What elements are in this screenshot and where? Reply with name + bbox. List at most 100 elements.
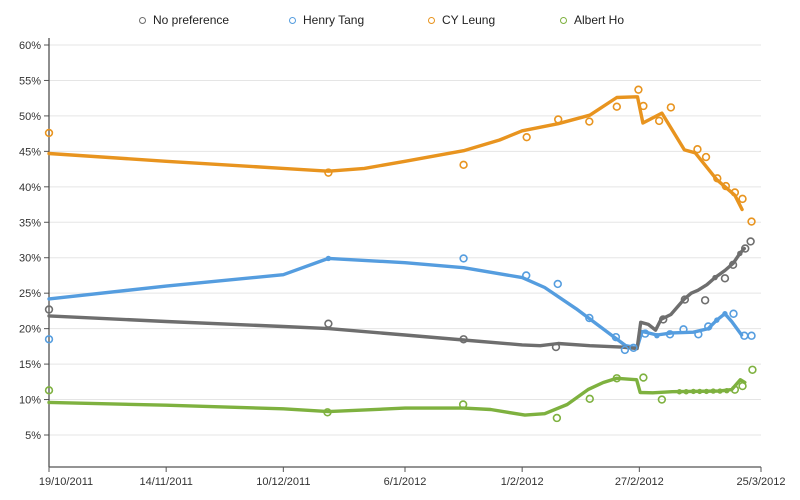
y-axis-label: 10% <box>19 395 41 407</box>
scatter-point <box>720 274 730 283</box>
y-axis-label: 40% <box>19 182 41 194</box>
y-axis-label: 35% <box>19 217 41 229</box>
series-marker <box>703 388 710 395</box>
series-marker <box>676 389 683 395</box>
legend-label: CY Leung <box>442 13 496 27</box>
scatter-point <box>729 309 738 318</box>
scatter-point <box>659 315 668 324</box>
scatter-point <box>640 329 650 338</box>
series-marker <box>724 387 730 394</box>
scatter-point <box>713 174 722 183</box>
scatter-point <box>680 295 690 304</box>
series-marker <box>710 388 716 394</box>
y-axis-label: 45% <box>19 146 41 158</box>
scatter-point <box>654 116 664 126</box>
series-marker <box>722 311 728 317</box>
scatter-point <box>634 85 643 94</box>
y-axis-label: 20% <box>19 324 41 336</box>
x-axis-label: 10/12/2011 <box>256 476 310 488</box>
x-axis-label: 25/3/2012 <box>737 476 786 488</box>
y-axis-label: 50% <box>19 111 41 123</box>
y-axis-label: 15% <box>19 359 41 371</box>
scatter-point <box>728 260 738 270</box>
scatter-point <box>746 237 755 246</box>
scatter-point <box>639 373 648 382</box>
series-marker <box>717 388 723 394</box>
scatter-point <box>554 115 563 124</box>
y-axis-label: 60% <box>19 40 41 52</box>
series-marker <box>654 333 660 339</box>
scatter-point <box>44 335 54 344</box>
scatter-point <box>721 181 731 191</box>
scatter-point <box>458 400 468 409</box>
legend-marker-icon <box>428 16 435 24</box>
series-marker <box>683 389 689 395</box>
scatter-point <box>741 244 750 253</box>
scatter-point <box>701 152 711 162</box>
x-axis-label: 1/2/2012 <box>501 476 544 488</box>
scatter-point <box>522 271 531 280</box>
x-axis-label: 19/10/2011 <box>39 476 93 488</box>
scatter-point <box>611 332 621 342</box>
legend-label: No preference <box>153 13 230 27</box>
series-marker <box>690 388 697 395</box>
scatter-point <box>585 394 594 404</box>
scatter-point <box>44 386 54 395</box>
scatter-point <box>612 102 621 111</box>
series-marker <box>325 255 332 262</box>
series-line <box>47 376 747 417</box>
scatter-point <box>620 345 630 355</box>
scatter-point <box>629 343 638 352</box>
scatter-point <box>747 331 756 340</box>
scatter-point <box>700 296 710 305</box>
legend-item-albert-ho: Albert Ho <box>560 12 624 28</box>
scatter-point <box>730 188 740 197</box>
x-axis-label: 6/1/2012 <box>384 476 427 488</box>
scatter-point <box>738 194 747 204</box>
legend-label: Henry Tang <box>303 13 365 27</box>
scatter-point <box>679 325 688 334</box>
x-axis-label: 14/11/2011 <box>139 476 192 488</box>
legend-label: Albert Ho <box>574 13 625 27</box>
legend-item-henry-tang: Henry Tang <box>289 12 364 28</box>
legend-item-cy-leung: CY Leung <box>428 12 495 28</box>
series-marker <box>712 274 718 281</box>
scatter-point <box>553 279 562 289</box>
scatter-point <box>323 408 332 417</box>
scatter-point <box>522 132 531 142</box>
scatter-point <box>704 322 713 331</box>
scatter-point <box>693 145 702 154</box>
scatter-point <box>639 101 648 111</box>
legend-item-no-preference: No preference <box>139 12 229 28</box>
scatter-point <box>657 395 667 404</box>
series-marker <box>697 388 703 395</box>
scatter-point <box>459 160 468 170</box>
scatter-point <box>585 117 594 126</box>
scatter-point <box>748 365 757 374</box>
scatter-point <box>324 168 333 177</box>
scatter-point <box>738 381 747 391</box>
y-axis-label: 30% <box>19 253 41 265</box>
scatter-point <box>747 217 756 226</box>
scatter-point <box>694 330 703 339</box>
series-marker <box>714 317 720 323</box>
scatter-point <box>44 305 54 314</box>
x-axis-label: 27/2/2012 <box>615 476 664 488</box>
series-line <box>47 95 744 212</box>
scatter-point <box>551 342 561 352</box>
chart-legend: No preference Henry Tang CY Leung Albert… <box>0 12 800 32</box>
legend-marker-icon <box>289 16 296 24</box>
y-axis-label: 25% <box>19 288 41 300</box>
scatter-point <box>666 103 676 112</box>
series-marker <box>737 250 743 257</box>
scatter-point <box>44 128 54 138</box>
y-axis-label: 5% <box>25 430 41 442</box>
legend-marker-icon <box>139 16 146 24</box>
scatter-point <box>730 385 740 394</box>
scatter-point <box>552 413 562 423</box>
legend-marker-icon <box>560 16 567 24</box>
scatter-point <box>585 313 594 323</box>
scatter-point <box>612 374 621 383</box>
